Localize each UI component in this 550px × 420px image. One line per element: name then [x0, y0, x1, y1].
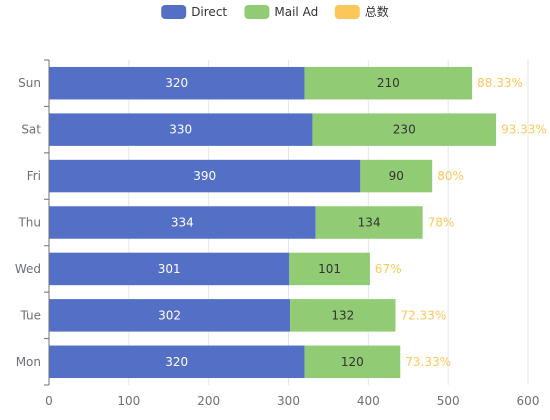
legend-swatch-0 [161, 5, 187, 19]
data-label-direct-fri: 390 [193, 169, 216, 183]
bar-mail-ad-thu [315, 206, 423, 239]
bar-direct-wed [49, 252, 290, 286]
data-label-mail-ad-fri: 90 [389, 169, 404, 183]
y-tick-label-tue: Tue [20, 308, 42, 322]
data-label-total-tue: 72.33% [400, 308, 446, 322]
bar-mail-ad-tue [290, 299, 396, 332]
data-label-total-thu: 78% [428, 216, 455, 230]
legend-item-0[interactable]: Direct [161, 5, 227, 19]
axes: Mon Tue Wed Thu Fri Sat Sun 0 100 200 300 400 500 600 [15, 59, 540, 408]
bar-direct-sun [49, 66, 305, 100]
legend-label-1: Mail Ad [274, 5, 318, 19]
data-label-direct-sat: 330 [169, 123, 192, 137]
data-label-direct-tue: 302 [158, 308, 181, 322]
data-label-mail-ad-sun: 210 [377, 76, 400, 90]
data-label-mail-ad-thu: 134 [358, 216, 381, 230]
data-label-mail-ad-tue: 132 [331, 308, 354, 322]
y-tick-label-fri: Fri [27, 169, 41, 183]
legend-label-2: 总数 [365, 4, 389, 19]
y-tick-label-wed: Wed [15, 262, 41, 276]
x-tick-label-500: 500 [437, 394, 460, 408]
bar-mail-ad-fri [360, 159, 433, 193]
legend-swatch-1 [244, 5, 270, 19]
bar-direct-mon [49, 345, 305, 379]
y-tick-label-thu: Thu [17, 216, 41, 230]
bar-mail-ad-sun [304, 66, 473, 100]
y-tick-label-mon: Mon [16, 355, 41, 369]
y-tick-label-sat: Sat [21, 123, 41, 137]
data-label-direct-sun: 320 [165, 76, 188, 90]
data-label-direct-wed: 301 [158, 262, 181, 276]
data-label-mail-ad-wed: 101 [318, 262, 341, 276]
data-label-total-wed: 67% [375, 262, 402, 276]
legend-swatch-2 [334, 5, 360, 19]
bar-direct-fri [49, 159, 361, 193]
x-tick-label-300: 300 [277, 394, 300, 408]
x-tick-label-0: 0 [45, 394, 53, 408]
x-tick-label-400: 400 [357, 394, 380, 408]
data-label-total-mon: 73.33% [405, 355, 451, 369]
data-label-mail-ad-sat: 230 [393, 123, 416, 137]
bar-mail-ad-sat [312, 113, 497, 146]
data-label-direct-thu: 334 [171, 216, 194, 230]
bar-direct-sat [49, 113, 313, 146]
legend[interactable]: Direct Mail Ad 总数 [161, 4, 389, 19]
data-label-direct-mon: 320 [165, 355, 188, 369]
data-label-total-fri: 80% [437, 169, 464, 183]
bar-mail-ad-mon [304, 345, 401, 379]
bar-mail-ad-wed [289, 252, 370, 286]
legend-item-2[interactable]: 总数 [334, 4, 389, 19]
data-label-total-sat: 93.33% [501, 123, 547, 137]
data-label-total-sun: 88.33% [477, 76, 523, 90]
x-tick-label-600: 600 [517, 394, 540, 408]
x-tick-label-100: 100 [117, 394, 140, 408]
bar-direct-thu [49, 206, 316, 239]
y-tick-label-sun: Sun [18, 76, 41, 90]
data-label-mail-ad-mon: 120 [341, 355, 364, 369]
legend-label-0: Direct [191, 5, 227, 19]
bars: 320 120 73.33% 302 132 72.33% 301 101 67% 334 134 7… [49, 66, 547, 379]
x-tick-label-200: 200 [197, 394, 220, 408]
legend-item-1[interactable]: Mail Ad [244, 5, 318, 19]
bar-direct-tue [49, 299, 291, 332]
